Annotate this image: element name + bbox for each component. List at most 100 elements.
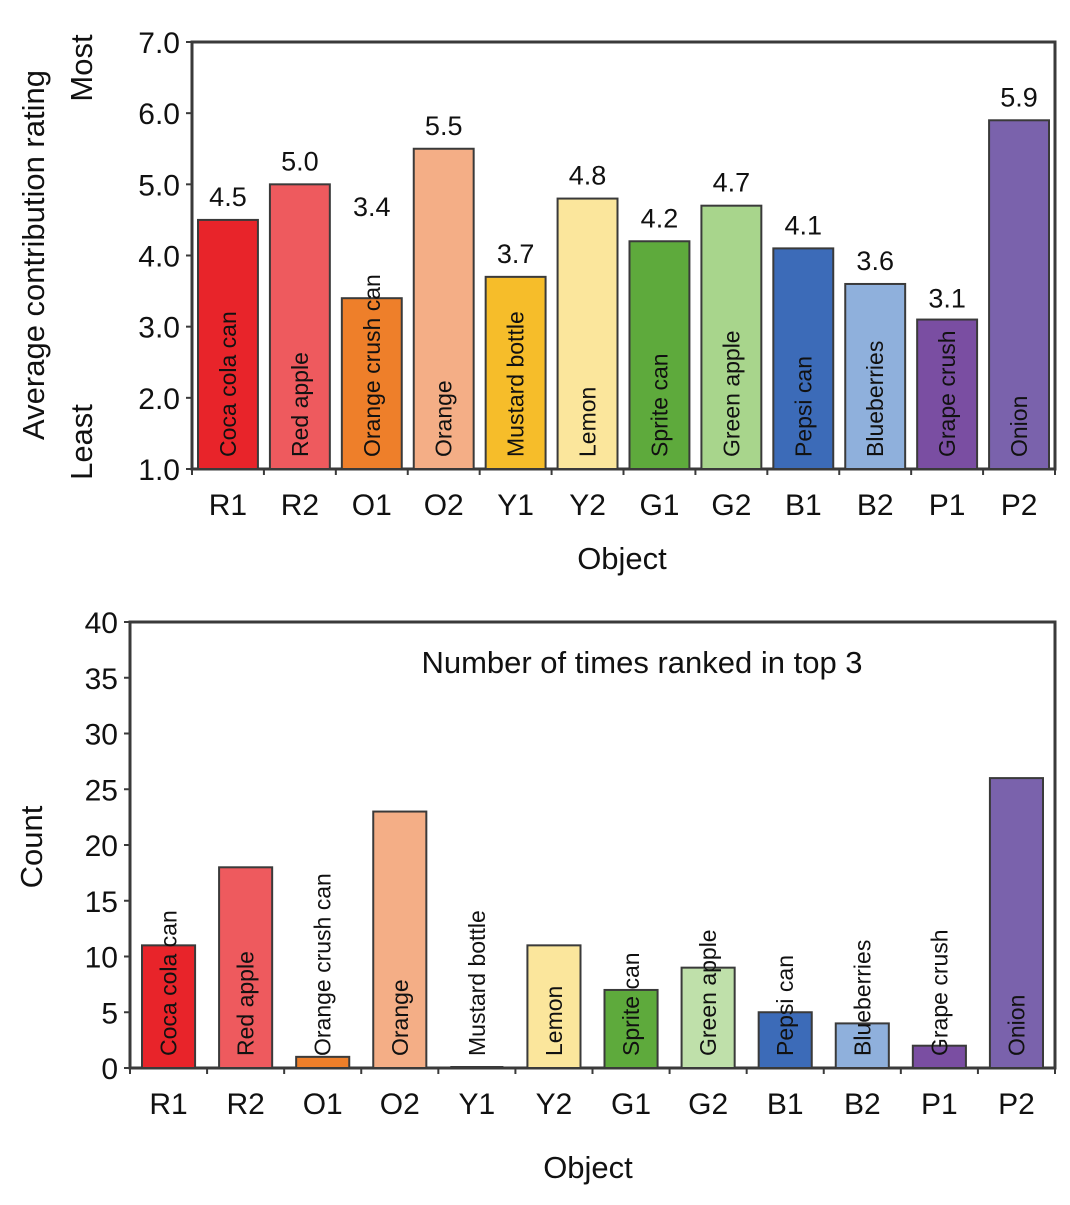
y-tick-label: 5 [101,997,118,1030]
value-label: 3.6 [856,246,894,276]
bar-name-label: Orange [387,979,413,1056]
bar-p1 [911,1044,967,1069]
bar-g1 [603,988,659,1070]
bar-name-label: Lemon [541,986,567,1056]
x-tick-label: R1 [209,489,247,522]
y-tick-label: 15 [85,886,118,919]
x-tick-label: Y1 [497,489,534,522]
value-label: 4.8 [569,161,607,191]
bar-p2 [988,119,1050,471]
bar-name-label: Mustard bottle [464,910,490,1056]
x-tick-label: Y2 [536,1088,573,1121]
y-tick-label: 4.0 [138,241,180,274]
y-tick-label: 5.0 [138,169,180,202]
bar-name-label: Orange crush can [359,274,385,457]
bar-name-label: Pepsi can [772,955,798,1056]
bottom-chart-title: Number of times ranked in top 3 [421,645,862,680]
x-tick-label: Y2 [569,489,606,522]
y-tick-label: 6.0 [138,98,180,131]
bar-name-label: Blueberries [849,940,875,1056]
y-tick-label: 20 [85,830,118,863]
value-label: 5.5 [425,111,463,141]
y-tick-label: 35 [85,663,118,696]
x-tick-label: G2 [711,489,751,522]
bar-name-label: Orange crush can [310,873,336,1056]
value-label: 4.7 [713,168,751,198]
bar-o1 [295,1055,351,1069]
bar-b2 [834,1022,890,1070]
bar-p2 [988,777,1045,1069]
bar-name-label: Sprite can [618,952,644,1056]
bar-r1 [141,944,197,1069]
y-axis-most-label: Most [64,34,99,102]
bar-b1 [772,247,835,470]
bar-g2 [700,204,763,471]
x-tick-label: B2 [857,489,894,522]
x-tick-label: G1 [611,1088,651,1121]
bar-p1 [916,318,979,470]
bar-name-label: Grape crush [926,929,952,1056]
x-tick-label: B1 [767,1088,804,1121]
x-tick-label: G1 [639,489,679,522]
bar-o2 [412,147,475,470]
bar-o1 [340,297,403,471]
y-tick-label: 0 [101,1053,118,1086]
bar-g2 [680,966,736,1070]
x-tick-label: P1 [929,489,966,522]
bar-name-label: Red apple [287,352,313,457]
y-tick-label: 1.0 [138,454,180,487]
x-tick-label: O2 [424,489,464,522]
x-tick-label: Y1 [459,1088,496,1121]
x-tick-label: R1 [149,1088,187,1121]
x-tick-label: G2 [688,1088,728,1121]
top3-count-chart: Number of times ranked in top 3 Coca col… [14,607,1057,1185]
value-label: 4.1 [785,210,823,240]
bar-b2 [844,282,907,471]
y-tick-label: 30 [85,719,118,752]
y-axis-least-label: Least [64,404,99,480]
bar-g1 [628,240,691,470]
bar-y1 [484,275,547,470]
value-label: 3.1 [928,284,966,314]
bar-name-label: Mustard bottle [503,311,529,457]
bar-name-label: Coca cola can [156,910,182,1056]
x-tick-label: R2 [281,489,319,522]
bar-name-label: Onion [1006,396,1032,457]
y-tick-label: 7.0 [138,27,180,60]
bar-y2 [556,197,619,470]
bar-name-label: Sprite can [646,353,672,457]
x-tick-label: P2 [1001,489,1038,522]
value-label: 3.7 [497,239,535,269]
bar-name-label: Blueberries [862,341,888,457]
top-y-axis-label: Average contribution rating [16,70,51,440]
bar-name-label: Green apple [718,330,744,457]
bar-name-label: Grape crush [934,330,960,457]
value-label: 5.0 [281,146,319,176]
bar-name-label: Red apple [233,951,259,1056]
x-tick-label: B2 [844,1088,881,1121]
value-label: 3.4 [353,192,391,222]
bar-name-label: Pepsi can [790,356,816,457]
x-tick-label: R2 [226,1088,264,1121]
bar-name-label: Orange [431,380,457,457]
x-tick-label: P2 [998,1088,1035,1121]
top-x-axis-label: Object [577,541,667,576]
y-tick-label: 3.0 [138,312,180,345]
value-label: 5.9 [1000,82,1038,112]
bar-y2 [526,944,582,1069]
bar-o2 [372,810,428,1069]
bar-r2 [268,183,331,470]
x-tick-label: O1 [352,489,392,522]
bottom-y-axis-label: Count [14,805,49,888]
bar-r1 [197,218,259,470]
bar-name-label: Lemon [575,387,601,457]
value-label: 4.5 [209,182,247,212]
x-tick-label: B1 [785,489,822,522]
y-tick-label: 40 [85,607,118,640]
y-tick-label: 10 [85,942,118,975]
bottom-x-axis-label: Object [543,1150,633,1185]
bar-name-label: Onion [1003,995,1029,1056]
bar-r2 [218,866,274,1069]
bar-name-label: Green apple [695,929,721,1056]
